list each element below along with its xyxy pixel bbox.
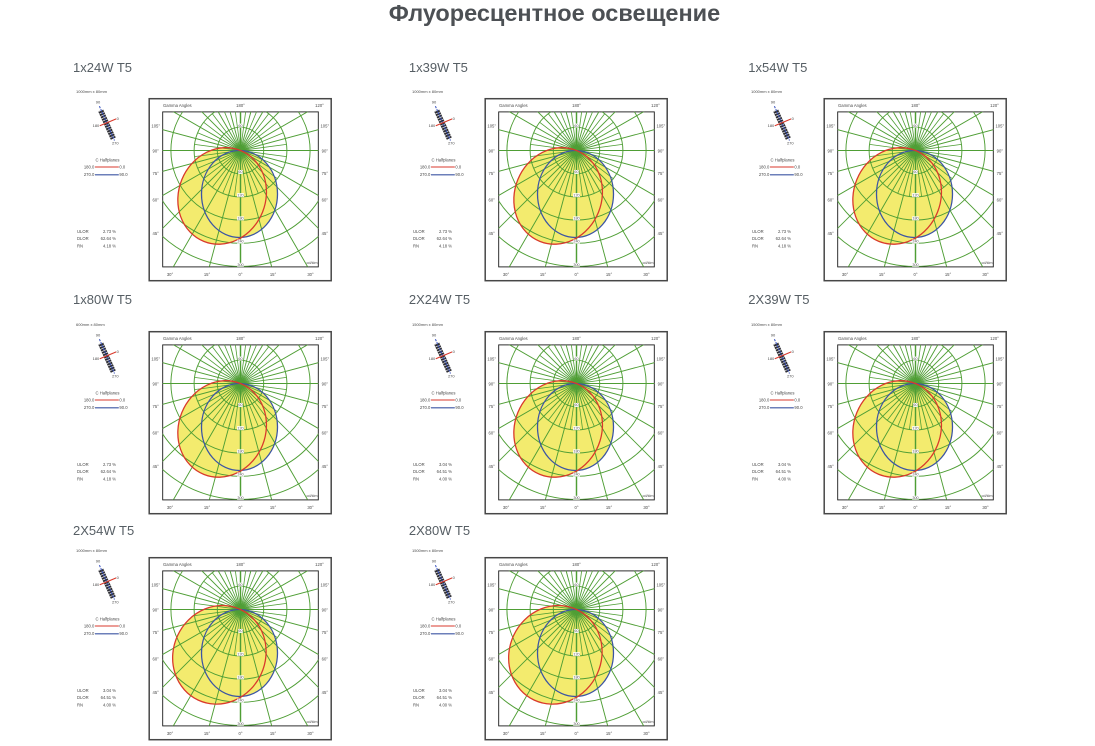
svg-text:62.64 %: 62.64 % [101,469,117,474]
svg-text:2.73 %: 2.73 % [103,462,116,467]
svg-text:4.18 %: 4.18 % [103,243,116,248]
svg-text:2.73 %: 2.73 % [778,229,791,234]
svg-text:3.04 %: 3.04 % [439,462,452,467]
svg-text:4.00 %: 4.00 % [439,476,452,481]
svg-text:64.51 %: 64.51 % [437,695,453,700]
svg-text:DLOR: DLOR [77,695,89,700]
svg-text:4.00 %: 4.00 % [439,702,452,707]
svg-text:ULOR: ULOR [77,229,89,234]
svg-text:ULOR: ULOR [413,462,425,467]
svg-text:1500mm x 80mm: 1500mm x 80mm [412,548,444,553]
svg-text:ULOR: ULOR [413,688,425,693]
svg-text:RN: RN [77,476,83,481]
svg-text:RN: RN [413,243,419,248]
svg-text:4.00 %: 4.00 % [778,476,791,481]
svg-text:2.73 %: 2.73 % [439,229,452,234]
svg-text:ULOR: ULOR [77,462,89,467]
svg-text:1500mm x 80mm: 1500mm x 80mm [751,322,783,327]
svg-text:3.04 %: 3.04 % [778,462,791,467]
svg-text:ULOR: ULOR [413,229,425,234]
svg-text:RN: RN [752,476,758,481]
svg-text:64.51 %: 64.51 % [776,469,792,474]
svg-text:DLOR: DLOR [752,236,764,241]
svg-text:3.04 %: 3.04 % [439,688,452,693]
svg-text:64.51 %: 64.51 % [437,469,453,474]
svg-text:DLOR: DLOR [752,469,764,474]
svg-text:1500mm x 80mm: 1500mm x 80mm [412,322,444,327]
svg-text:DLOR: DLOR [413,469,425,474]
svg-text:4.18 %: 4.18 % [778,243,791,248]
svg-text:RN: RN [77,702,83,707]
svg-text:RN: RN [77,243,83,248]
svg-text:DLOR: DLOR [77,469,89,474]
svg-text:DLOR: DLOR [413,236,425,241]
svg-text:4.00 %: 4.00 % [103,702,116,707]
svg-text:ULOR: ULOR [752,229,764,234]
svg-text:1000mm x 80mm: 1000mm x 80mm [412,89,444,94]
svg-text:1000mm x 80mm: 1000mm x 80mm [76,548,108,553]
svg-text:4.18 %: 4.18 % [439,243,452,248]
svg-text:ULOR: ULOR [77,688,89,693]
svg-text:62.64 %: 62.64 % [776,236,792,241]
svg-text:1000mm x 80mm: 1000mm x 80mm [751,89,783,94]
svg-text:600mm x 80mm: 600mm x 80mm [76,322,105,327]
svg-text:64.51 %: 64.51 % [101,695,117,700]
svg-text:62.64 %: 62.64 % [101,236,117,241]
svg-text:62.64 %: 62.64 % [437,236,453,241]
svg-text:DLOR: DLOR [77,236,89,241]
svg-text:ULOR: ULOR [752,462,764,467]
svg-text:RN: RN [413,702,419,707]
svg-text:1000mm x 80mm: 1000mm x 80mm [76,89,108,94]
svg-text:RN: RN [413,476,419,481]
svg-text:RN: RN [752,243,758,248]
svg-text:4.18 %: 4.18 % [103,476,116,481]
svg-text:2.73 %: 2.73 % [103,229,116,234]
svg-text:DLOR: DLOR [413,695,425,700]
svg-text:3.04 %: 3.04 % [103,688,116,693]
